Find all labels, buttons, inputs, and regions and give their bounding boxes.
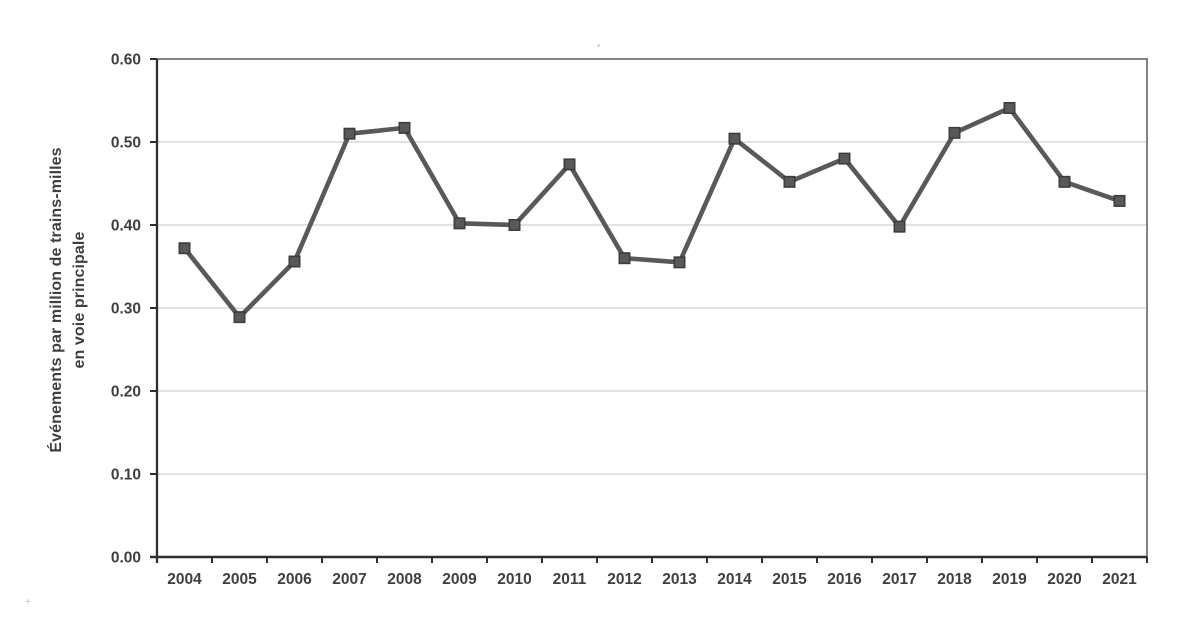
x-tick-label-2021: 2021	[1102, 571, 1137, 588]
data-point-2004	[178, 242, 191, 255]
data-point-2008	[398, 121, 411, 134]
data-point-2012	[618, 252, 631, 265]
data-point-2010	[508, 219, 521, 232]
data-point-2019	[1003, 101, 1016, 114]
data-point-2005	[233, 311, 246, 324]
artifact-dot	[597, 44, 600, 47]
x-tick-label-2004: 2004	[167, 571, 202, 588]
data-point-2007	[343, 127, 356, 140]
data-point-2014	[728, 132, 741, 145]
artifact-plus: +	[25, 597, 31, 608]
x-tick-label-2005: 2005	[222, 571, 257, 588]
data-point-2015	[783, 175, 796, 188]
x-tick-label-2016: 2016	[827, 571, 862, 588]
x-tick-label-2014: 2014	[717, 571, 752, 588]
x-tick-label-2009: 2009	[442, 571, 477, 588]
x-tick-label-2007: 2007	[332, 571, 366, 588]
data-point-2013	[673, 256, 686, 269]
y-tick-label-0.00: 0.00	[111, 550, 141, 567]
data-point-2020	[1058, 175, 1071, 188]
data-point-2016	[838, 152, 851, 165]
series-line	[182, 105, 1121, 321]
x-tick-label-2015: 2015	[772, 571, 807, 588]
x-tick-label-2006: 2006	[277, 571, 312, 588]
y-tick-label-0.60: 0.60	[111, 52, 141, 69]
x-tick-label-2010: 2010	[497, 571, 531, 588]
x-tick-label-2011: 2011	[553, 571, 587, 588]
y-tick-label-0.40: 0.40	[111, 218, 141, 235]
x-tick-label-2013: 2013	[662, 571, 697, 588]
data-point-2017	[893, 220, 906, 233]
data-point-2021	[1113, 194, 1126, 207]
x-tick-label-2018: 2018	[937, 571, 972, 588]
y-tick-label-0.20: 0.20	[111, 384, 141, 401]
y-tick-label-0.10: 0.10	[111, 467, 141, 484]
x-tick-label-2020: 2020	[1047, 571, 1081, 588]
x-tick-label-2012: 2012	[607, 571, 641, 588]
data-point-2011	[563, 158, 576, 171]
data-point-2006	[288, 255, 301, 268]
data-point-2018	[948, 126, 961, 139]
y-tick-label-0.50: 0.50	[111, 135, 141, 152]
x-tick-label-2019: 2019	[992, 571, 1027, 588]
x-tick-label-2008: 2008	[387, 571, 422, 588]
data-point-2009	[453, 217, 466, 230]
y-tick-label-0.30: 0.30	[111, 301, 141, 318]
x-tick-label-2017: 2017	[882, 571, 916, 588]
